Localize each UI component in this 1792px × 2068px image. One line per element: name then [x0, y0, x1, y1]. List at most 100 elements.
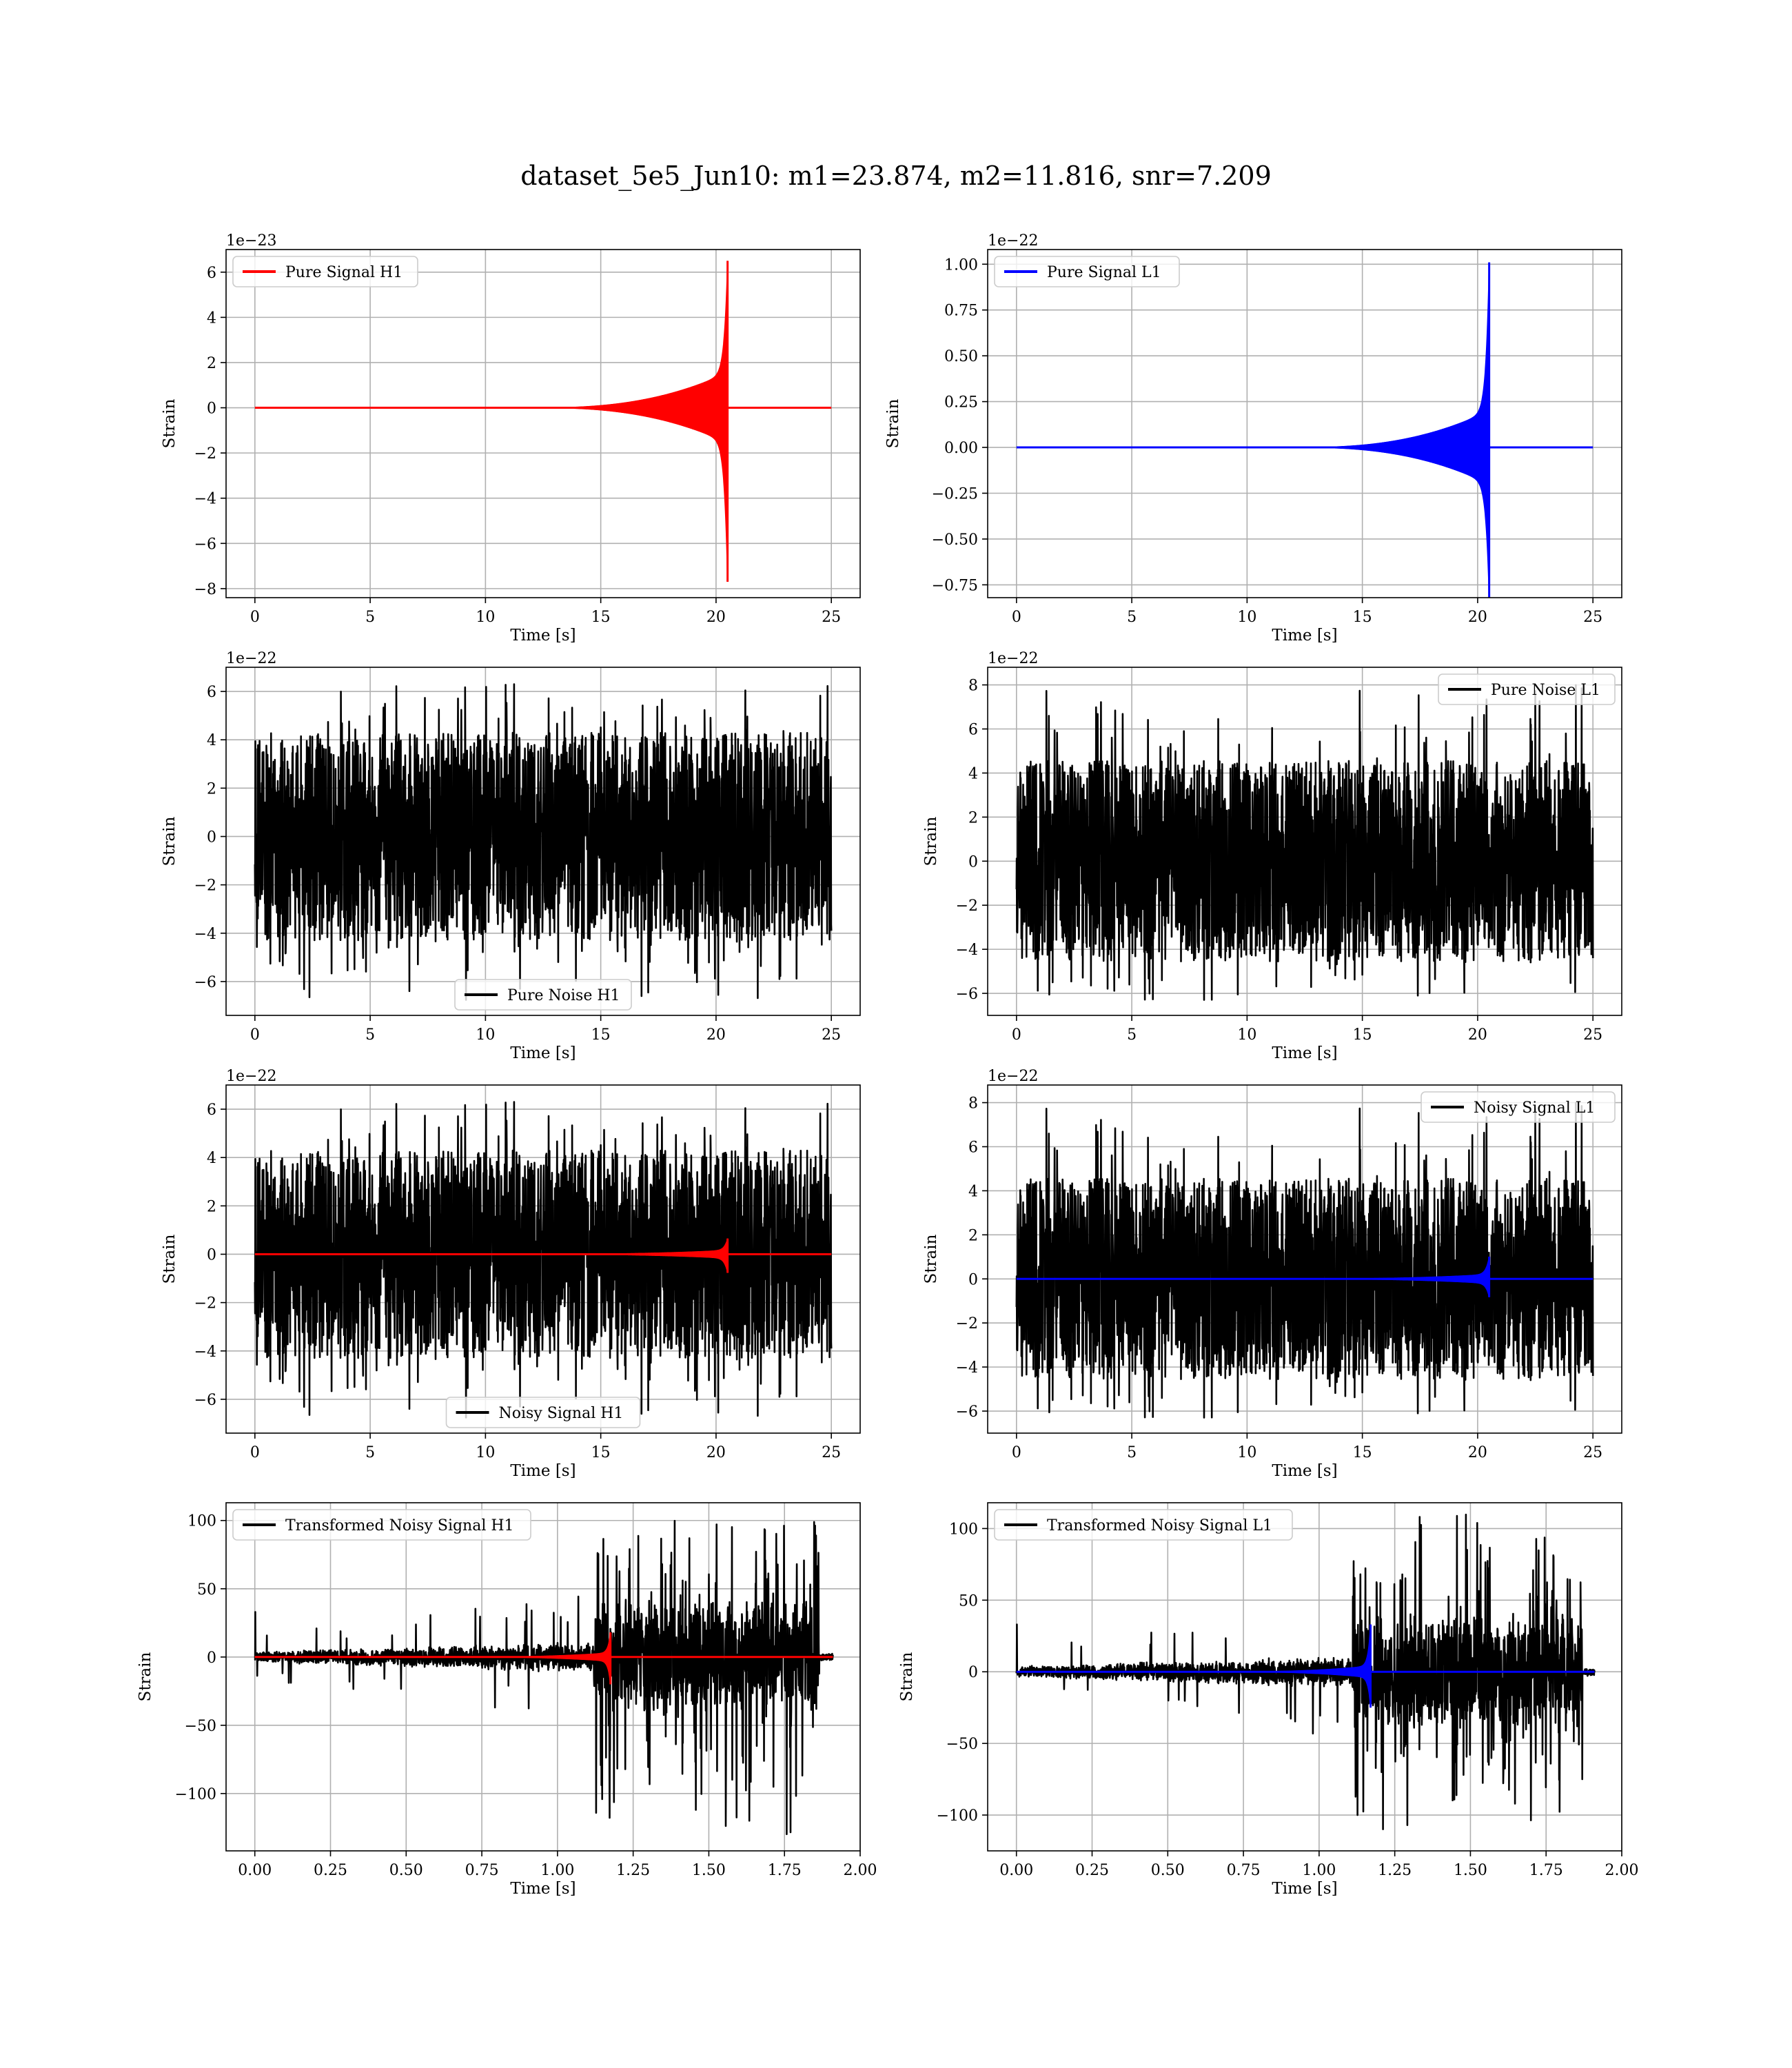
x-tick-label: 15: [591, 1444, 611, 1461]
x-tick-label: 20: [706, 1444, 726, 1461]
subplot-transformed-noisy-signal-l1: 0.00 0.25 0.50 0.75 1.00 1.25 1.50 1.75 2.00 −100…: [898, 1502, 1638, 1898]
axes-frame: [225, 249, 861, 598]
legend-box: [445, 1397, 641, 1428]
axes-frame: [987, 1084, 1622, 1434]
plot-area: [254, 683, 833, 1001]
x-tick-label: 10: [1237, 1444, 1256, 1461]
y-tick-label: 4: [207, 310, 216, 327]
legend-box: [994, 256, 1180, 287]
x-axis-label: Time [s]: [510, 627, 576, 645]
y-tick-label: 6: [968, 1139, 978, 1156]
subplot-noisy-signal-h1: 0 5 10 15 20 25 −6 −4 −2 0 2 4 6 Time [s] Strain 1e−22 N…: [161, 1068, 861, 1480]
x-tick-label: 25: [1583, 1026, 1602, 1044]
y-tick-label: 0: [968, 1271, 978, 1288]
x-tick-label: 1.75: [768, 1862, 802, 1879]
x-tick-label: 25: [822, 1026, 841, 1044]
y-offset-text: 1e−22: [988, 232, 1038, 250]
axes-frame: [225, 1084, 861, 1434]
y-tick-label: −2: [956, 898, 978, 915]
y-axis-label: Strain: [161, 816, 179, 866]
legend-label: Noisy Signal H1: [499, 1405, 624, 1422]
x-tick-label: 1.25: [616, 1862, 650, 1879]
x-tick-label: 15: [591, 1026, 611, 1044]
y-offset-text: 1e−22: [226, 1068, 276, 1085]
x-tick-label: 25: [822, 1444, 841, 1461]
y-tick-label: −4: [194, 491, 216, 508]
x-axis-label: Time [s]: [510, 1880, 576, 1898]
x-tick-label: 0.25: [314, 1862, 347, 1879]
y-axis-label: Strain: [884, 398, 902, 448]
figure-title: dataset_5e5_Jun10: m1=23.874, m2=11.816,…: [520, 161, 1272, 192]
legend-box: [454, 979, 632, 1011]
legend: Noisy Signal H1: [445, 1397, 641, 1428]
y-tick-label: −2: [194, 445, 216, 463]
plot-area: [254, 261, 832, 582]
x-tick-label: 1.00: [1302, 1862, 1336, 1879]
legend-label: Transformed Noisy Signal L1: [1047, 1517, 1272, 1534]
x-tick-label: 25: [1583, 609, 1602, 626]
x-tick-label: 1.25: [1378, 1862, 1412, 1879]
legend-box: [1421, 1091, 1616, 1123]
subplot-grid: 0 5 10 15 20 25 −8 −6 −4 −2 0 2 4 6 Time [s] Strain 1e−2…: [136, 232, 1638, 1898]
axes-frame: [225, 667, 861, 1016]
legend-label: Pure Noise L1: [1491, 682, 1600, 699]
y-tick-label: 4: [968, 1183, 978, 1200]
legend-box: [232, 256, 418, 287]
y-tick-label: −8: [194, 581, 216, 598]
x-axis-label: Time [s]: [510, 1044, 576, 1062]
x-tick-label: 0.75: [1227, 1862, 1261, 1879]
series-noisy-signal-l1-0: [1015, 1102, 1594, 1419]
axes-frame: [987, 1502, 1622, 1852]
noise-trace: [1015, 684, 1594, 1001]
x-tick-label: 5: [1127, 1026, 1137, 1044]
y-tick-label: −6: [194, 974, 216, 991]
y-tick-label: −100: [937, 1807, 978, 1825]
x-axis-label: Time [s]: [1272, 627, 1337, 645]
x-tick-label: 25: [822, 609, 841, 626]
y-tick-label: 6: [207, 265, 216, 282]
x-tick-label: 0: [250, 1444, 260, 1461]
axes-frame: [987, 667, 1622, 1016]
x-tick-label: 5: [1127, 609, 1137, 626]
x-tick-label: 10: [476, 609, 495, 626]
series-noisy-signal-h1-1: [254, 1238, 832, 1273]
legend: Pure Signal L1: [994, 256, 1180, 287]
subplot-pure-signal-h1: 0 5 10 15 20 25 −8 −6 −4 −2 0 2 4 6 Time [s] Strain 1e−2…: [161, 232, 861, 645]
legend-box: [232, 1509, 531, 1541]
y-offset-text: 1e−22: [226, 650, 276, 667]
y-tick-label: −4: [194, 926, 216, 943]
axes-frame: [987, 249, 1622, 598]
y-tick-label: −4: [194, 1344, 216, 1361]
y-tick-label: 6: [207, 684, 216, 701]
y-offset-text: 1e−22: [988, 650, 1038, 667]
series-pure-signal-h1-0: [254, 261, 832, 582]
y-tick-label: −6: [956, 986, 978, 1003]
noise-trace: [1015, 1102, 1594, 1419]
x-tick-label: 0.00: [238, 1862, 272, 1879]
x-tick-label: 5: [365, 609, 375, 626]
legend: Noisy Signal L1: [1421, 1091, 1616, 1123]
y-tick-label: 8: [968, 1095, 978, 1113]
y-tick-label: 0: [968, 1664, 978, 1681]
noise-trace: [254, 683, 833, 1001]
x-tick-label: 10: [476, 1026, 495, 1044]
y-tick-label: 0: [207, 401, 216, 418]
x-tick-label: 15: [1353, 1444, 1372, 1461]
series-transformed-noisy-signal-l1-1: [1016, 1624, 1595, 1708]
y-tick-label: 4: [968, 765, 978, 782]
x-axis-label: Time [s]: [510, 1462, 576, 1480]
legend-label: Pure Signal H1: [285, 264, 403, 281]
y-tick-label: −50: [946, 1736, 978, 1753]
subplot-noisy-signal-l1: 0 5 10 15 20 25 −6 −4 −2 0 2 4 6 8 Time [s] Strain 1e−22…: [922, 1068, 1622, 1480]
y-tick-label: 2: [207, 1198, 216, 1215]
x-tick-label: 15: [1353, 1026, 1372, 1044]
y-tick-label: 8: [968, 678, 978, 695]
y-tick-label: 0: [968, 853, 978, 871]
y-tick-label: 4: [207, 732, 216, 749]
y-axis-label: Strain: [922, 816, 940, 866]
legend-box: [994, 1509, 1293, 1541]
x-tick-label: 20: [1468, 609, 1487, 626]
legend: Pure Signal H1: [232, 256, 418, 287]
y-tick-label: 0.75: [944, 303, 978, 320]
y-tick-label: 100: [949, 1521, 978, 1538]
